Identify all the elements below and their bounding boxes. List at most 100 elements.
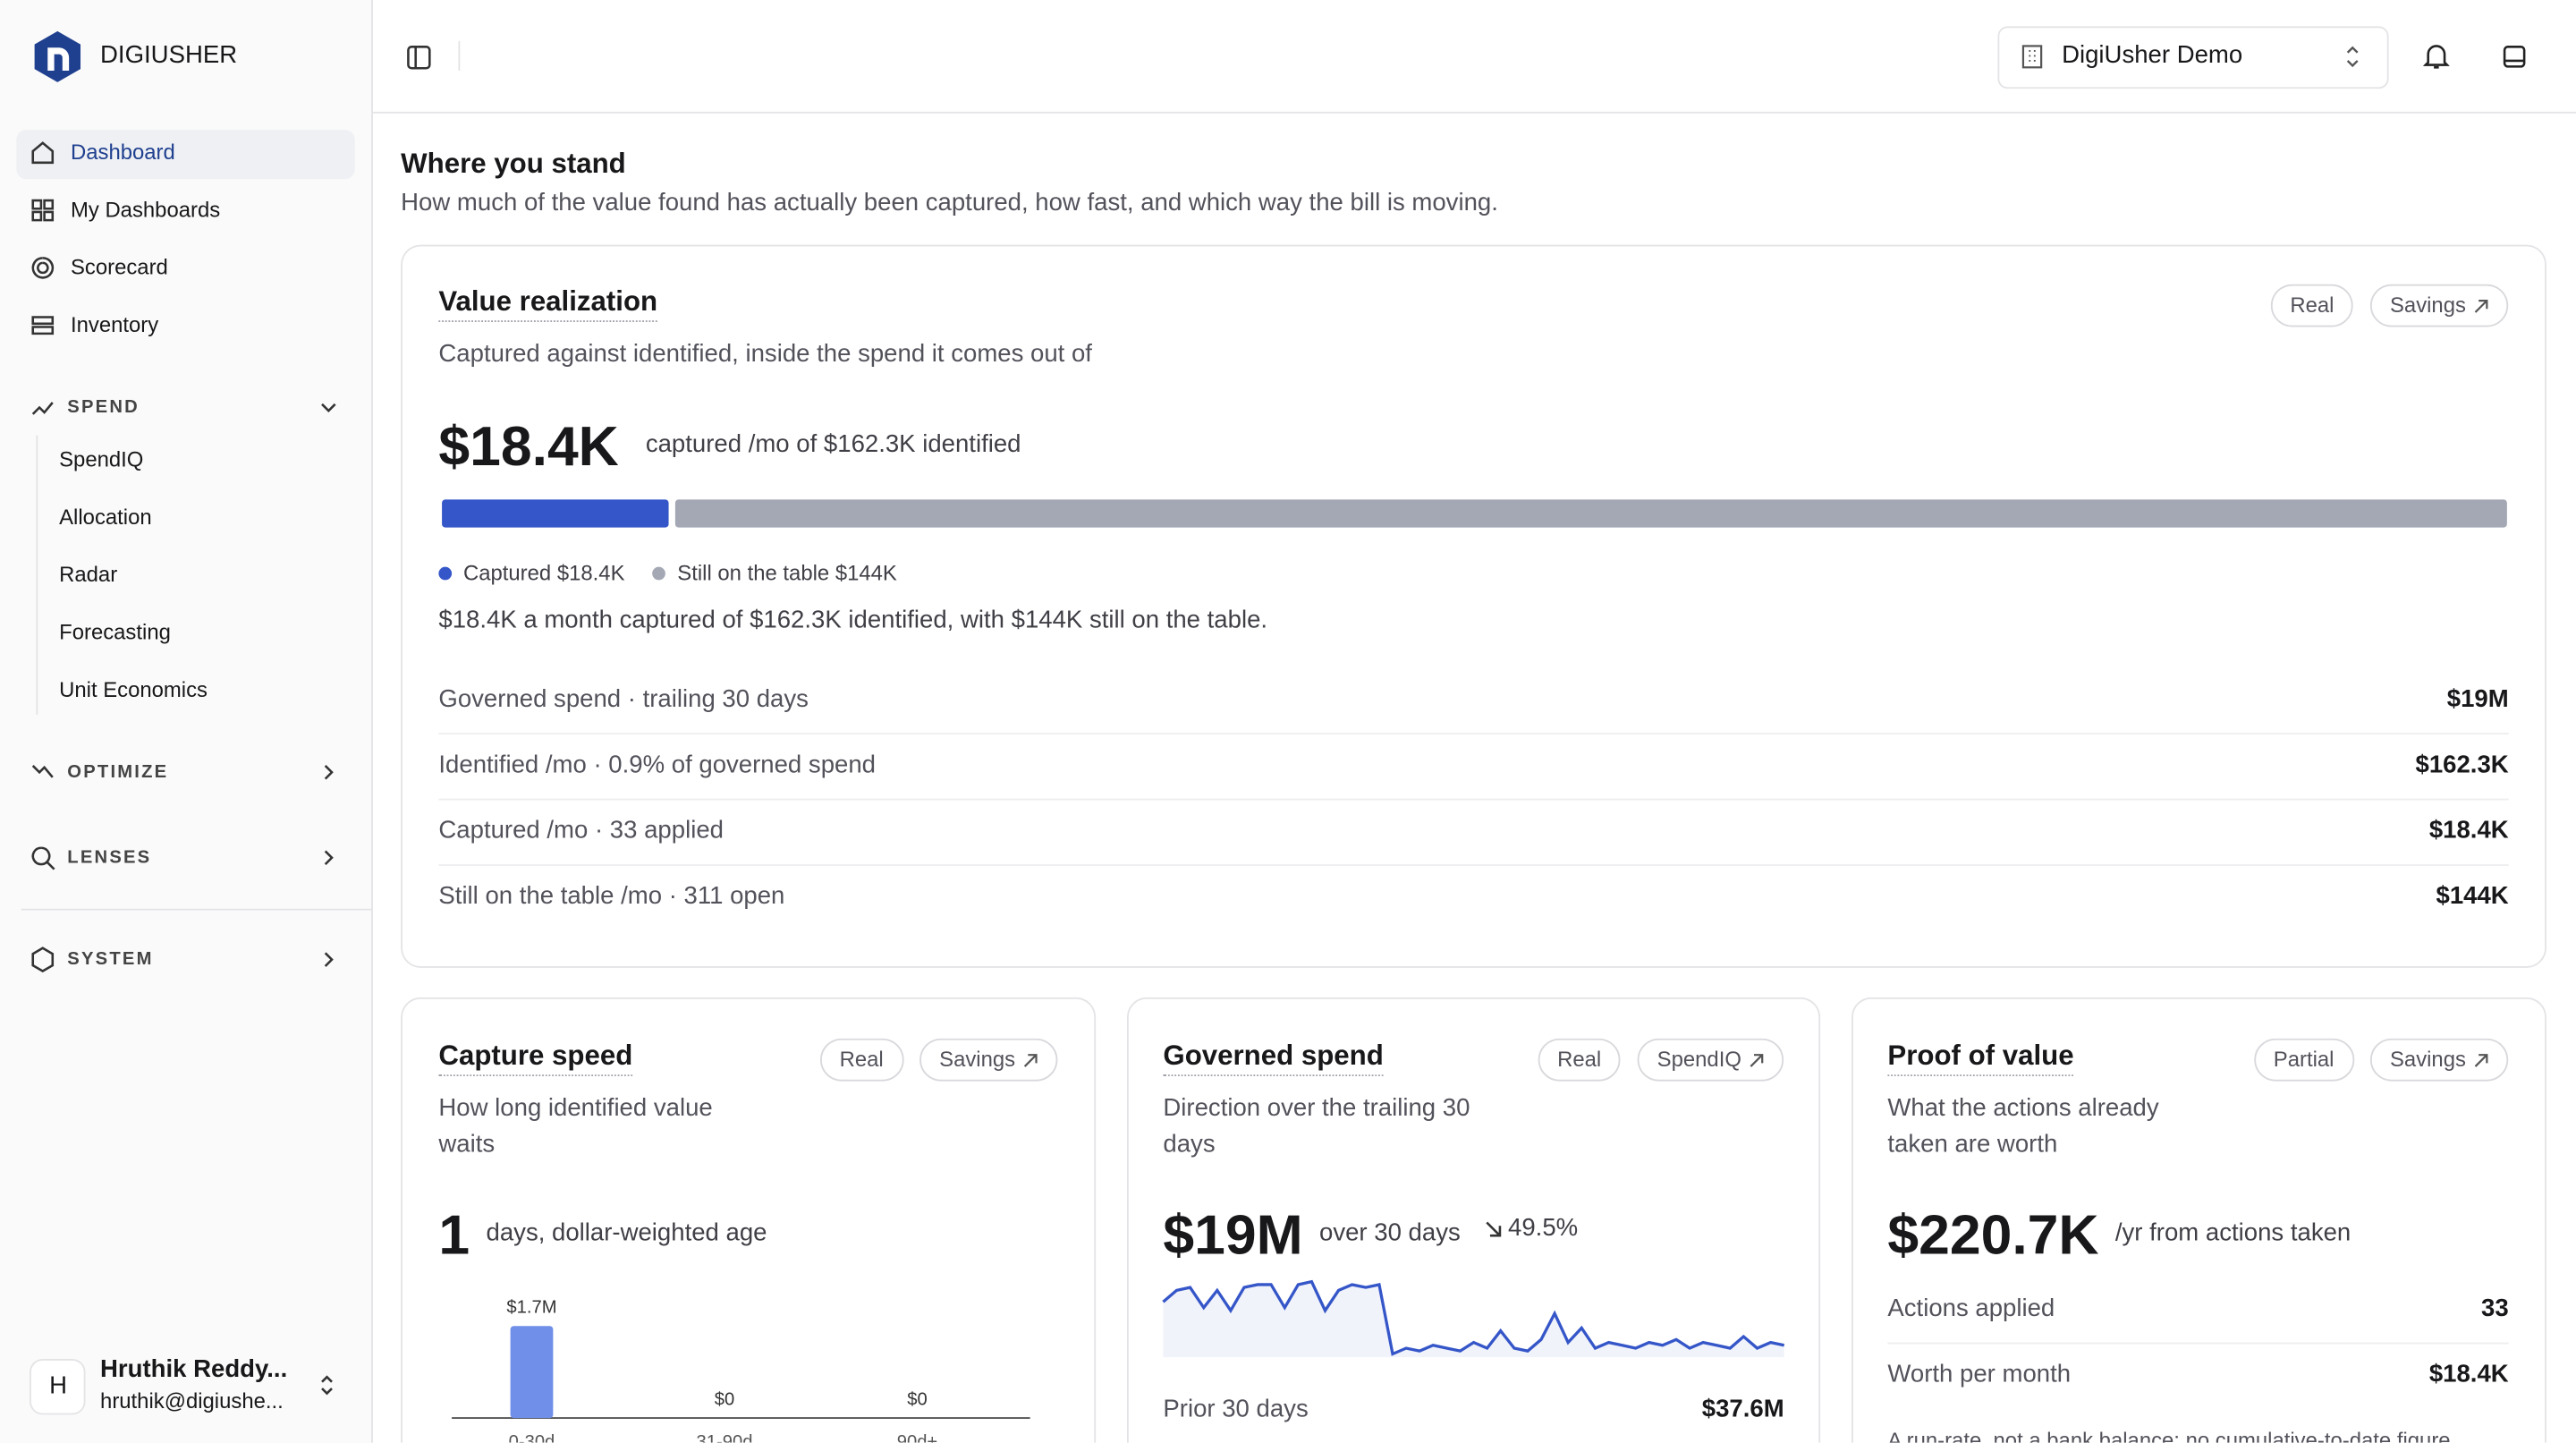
legend-label: Still on the table $144K: [677, 560, 897, 585]
legend-dot: [438, 566, 453, 581]
external-icon: [1750, 1053, 1764, 1066]
legend-label: Captured $18.4K: [462, 560, 625, 585]
sidebar-divider: [21, 908, 372, 911]
chevron: [321, 403, 336, 413]
nav-item[interactable]: Dashboard: [70, 140, 175, 165]
card-subtitle: waits: [438, 1130, 496, 1159]
badge[interactable]: Savings: [2369, 1038, 2509, 1082]
workspace-name[interactable]: DigiUsher Demo: [2062, 40, 2243, 70]
row-divider: [438, 864, 2509, 866]
row-value: $18.4K: [2428, 816, 2509, 845]
bell-icon[interactable]: [2423, 43, 2450, 71]
trend-icon: [1486, 1221, 1502, 1237]
section-title: Where you stand: [401, 148, 626, 180]
section-label[interactable]: LENSES: [67, 847, 152, 868]
section-icon: [31, 946, 55, 972]
nav-subitem[interactable]: Allocation: [59, 504, 152, 530]
chevron: [324, 952, 334, 967]
badge[interactable]: SpendIQ: [1637, 1038, 1784, 1082]
section-icon: [31, 846, 55, 870]
spend-rail: [36, 435, 38, 715]
bar-label: $0: [715, 1389, 734, 1409]
header-sep: [458, 40, 461, 71]
row-label: Actions applied: [1887, 1294, 2055, 1323]
section-icon: [31, 402, 54, 415]
headline: 1: [438, 1204, 470, 1268]
nav-item[interactable]: Scorecard: [70, 254, 168, 280]
nav-icon: [31, 316, 55, 335]
building-icon: [2021, 45, 2043, 69]
row-label: Governed spend · trailing 30 days: [438, 684, 809, 714]
section-label[interactable]: SPEND: [67, 397, 140, 418]
card-title: Value realization: [438, 284, 658, 322]
badge: Partial: [2253, 1038, 2354, 1082]
card-subtitle: Direction over the trailing 30: [1163, 1094, 1470, 1123]
row-label: Worth per month: [1887, 1360, 2072, 1389]
headline-note: /yr from actions taken: [2114, 1218, 2351, 1248]
card-subtitle: taken are worth: [1887, 1130, 2058, 1159]
section-icon: [31, 765, 54, 778]
section-label[interactable]: OPTIMIZE: [67, 762, 169, 783]
card-subtitle: Captured against identified, inside the …: [438, 340, 1092, 369]
sparkline-area: [1163, 1281, 1784, 1358]
chevron: [324, 765, 334, 780]
progress-segment: [675, 499, 2507, 528]
chevron: [324, 850, 334, 866]
governed-card: [1126, 997, 1821, 1443]
row-label: Captured /mo · 33 applied: [438, 816, 724, 845]
nav-icon: [31, 141, 55, 165]
x-tick-label: 90d+: [897, 1432, 937, 1442]
user-name: Hruthik Reddy...: [100, 1355, 288, 1384]
row-label: Prior 30 days: [1163, 1395, 1309, 1423]
logo: [34, 30, 80, 82]
headline: $18.4K: [438, 415, 619, 479]
headline: $19M: [1163, 1204, 1303, 1268]
card-subtitle: days: [1163, 1130, 1216, 1159]
header-border: [372, 111, 2576, 114]
section-label[interactable]: SYSTEM: [67, 949, 154, 970]
row-label: Identified /mo · 0.9% of governed spend: [438, 751, 877, 779]
bar-label: $1.7M: [506, 1298, 556, 1318]
bar-label: $0: [907, 1389, 927, 1409]
nav-item[interactable]: Inventory: [70, 311, 159, 337]
avatar: [30, 1358, 86, 1415]
nav-subitem[interactable]: SpendIQ: [59, 446, 144, 472]
legend-dot: [652, 566, 666, 581]
x-tick-label: 31-90d: [697, 1432, 753, 1442]
nav-subitem[interactable]: Radar: [59, 562, 118, 587]
badge-text: Savings: [2389, 1046, 2466, 1072]
row-value: $37.6M: [1701, 1395, 1784, 1423]
user-email: hruthik@digiushe...: [100, 1388, 284, 1413]
row-divider: [1887, 1342, 2509, 1345]
nav-icon: [31, 257, 55, 279]
row-divider: [438, 733, 2509, 735]
badge-text: SpendIQ: [1657, 1046, 1741, 1072]
row-value: $144K: [2436, 882, 2509, 911]
panel-icon[interactable]: [2502, 45, 2527, 70]
chevron-updown: [2346, 46, 2359, 68]
external-icon: [2475, 299, 2488, 312]
x-tick-label: 0-30d: [509, 1432, 555, 1442]
card-title: Governed spend: [1163, 1039, 1384, 1077]
value-card: [401, 244, 2546, 968]
brand-name: DIGIUSHER: [100, 40, 238, 70]
nav-item[interactable]: My Dashboards: [70, 197, 221, 222]
card-subtitle: How long identified value: [438, 1094, 713, 1123]
user-menu-icon: [321, 1375, 333, 1396]
card-note: A run-rate, not a bank balance; no cumul…: [1887, 1428, 2451, 1443]
workspace-selector[interactable]: [1997, 26, 2389, 89]
badge[interactable]: Savings: [919, 1038, 1058, 1082]
badge[interactable]: Savings: [2369, 284, 2509, 327]
badge-text: Savings: [939, 1046, 1016, 1072]
headline-note: over 30 days: [1319, 1218, 1461, 1248]
change-value: 49.5%: [1508, 1214, 1579, 1243]
proof-card: [1851, 997, 2546, 1443]
nav-subitem[interactable]: Unit Economics: [59, 676, 208, 702]
nav-subitem[interactable]: Forecasting: [59, 619, 171, 644]
sidebar-toggle-icon[interactable]: [406, 45, 432, 71]
headline-note: captured /mo of $162.3K identified: [645, 430, 1021, 459]
external-icon: [1024, 1053, 1038, 1066]
